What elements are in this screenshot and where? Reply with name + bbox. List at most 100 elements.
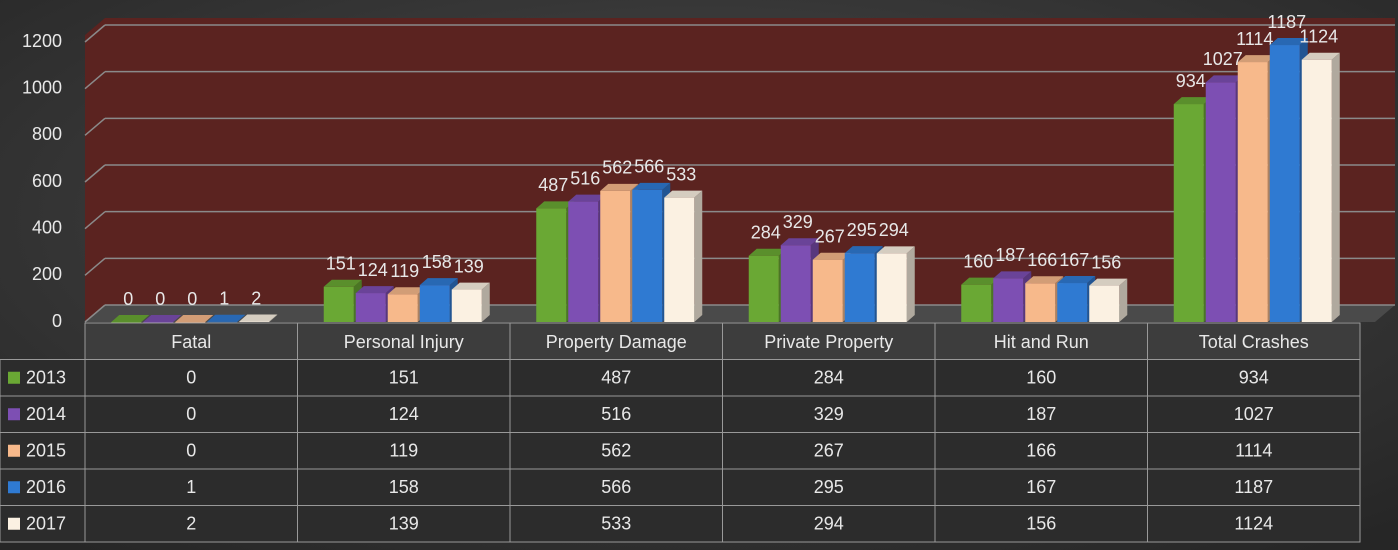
y-tick-label: 1000 [22, 77, 62, 97]
bar [207, 321, 238, 323]
table-value: 284 [814, 368, 844, 388]
back-wall [85, 18, 1395, 322]
bar-top [207, 314, 246, 322]
y-tick-label: 600 [32, 171, 62, 191]
data-label: 566 [634, 157, 664, 177]
grid-line-side [84, 117, 106, 136]
table-value: 0 [186, 441, 196, 461]
bar-side [1331, 52, 1340, 322]
bar-side [237, 314, 246, 322]
bar-top [1301, 52, 1340, 60]
data-label: 267 [815, 226, 845, 246]
data-label: 119 [390, 261, 419, 281]
bar [844, 253, 875, 322]
bar [175, 322, 206, 323]
table-value: 562 [601, 441, 631, 461]
bar-side [906, 246, 915, 322]
data-label: 284 [751, 222, 781, 242]
bar-top [419, 278, 458, 286]
table-value: 151 [389, 368, 419, 388]
bar-top [323, 279, 362, 287]
table-row [0, 505, 1361, 543]
table-value: 139 [389, 514, 419, 534]
legend-swatch [8, 444, 20, 457]
bar [1301, 59, 1332, 322]
data-label: 487 [538, 175, 568, 195]
legend-swatch [8, 481, 20, 494]
data-label: 295 [847, 220, 877, 240]
data-label: 294 [879, 220, 909, 240]
data-label: 1027 [1203, 49, 1243, 69]
table-value: 566 [601, 477, 631, 497]
bar [748, 255, 779, 322]
bar [1173, 104, 1204, 322]
table-value: 0 [186, 404, 196, 424]
table-value: 1 [186, 477, 196, 497]
bar [961, 284, 992, 322]
table-value: 329 [814, 404, 844, 424]
data-label: 151 [326, 254, 356, 274]
data-label: 167 [1059, 250, 1089, 270]
table-value: 156 [1026, 514, 1056, 534]
legend-label: 2017 [26, 514, 66, 534]
bar-top [632, 182, 671, 190]
bar [600, 190, 631, 322]
legend-swatch [8, 408, 20, 421]
bar [451, 289, 482, 322]
bar [780, 245, 811, 322]
grid-line-side [84, 257, 106, 276]
table-cell [1147, 505, 1361, 543]
legend-label: 2013 [26, 368, 66, 388]
table-value: 1027 [1234, 404, 1274, 424]
bar-top [175, 315, 214, 322]
bar [568, 201, 599, 322]
bar-top [600, 183, 639, 191]
table-value: 487 [601, 368, 631, 388]
table-value: 124 [389, 404, 419, 424]
table-value: 1187 [1234, 477, 1273, 497]
table-value: 533 [601, 514, 631, 534]
table-column-header: Total Crashes [1199, 332, 1309, 352]
data-label: 329 [783, 212, 813, 232]
bar-top [1173, 97, 1212, 105]
bar-top [451, 282, 490, 290]
table-value: 166 [1026, 441, 1056, 461]
y-tick-label: 1200 [22, 31, 62, 51]
bar [1237, 62, 1268, 323]
bar-top [1237, 55, 1276, 63]
bar [632, 189, 663, 322]
bar-side [269, 314, 278, 322]
legend-swatch [8, 517, 20, 530]
grid-line-side [84, 211, 106, 230]
table-column-header: Fatal [171, 332, 211, 352]
bar-top [111, 315, 150, 322]
data-label: 187 [995, 245, 1025, 265]
data-label: 562 [602, 158, 632, 178]
table-value: 119 [389, 441, 418, 461]
data-label: 2 [251, 288, 261, 308]
data-label: 1187 [1267, 12, 1306, 32]
bar [1089, 285, 1120, 322]
y-tick-label: 0 [52, 311, 62, 331]
data-label: 158 [422, 252, 452, 272]
bar-top [387, 287, 426, 295]
data-label: 0 [187, 289, 197, 309]
bar [323, 286, 354, 322]
legend-label: 2014 [26, 404, 66, 424]
table-row [0, 468, 1361, 506]
bar-top [536, 201, 575, 209]
table-value: 934 [1239, 368, 1269, 388]
table-value: 158 [389, 477, 419, 497]
bar [993, 278, 1024, 322]
legend-swatch [8, 371, 20, 384]
table-value: 516 [601, 404, 631, 424]
y-tick-label: 800 [32, 124, 62, 144]
y-tick-label: 400 [32, 217, 62, 237]
table-value: 0 [186, 368, 196, 388]
table-value: 267 [814, 441, 844, 461]
bar-top [239, 314, 278, 322]
bar [1025, 283, 1056, 322]
bar [355, 293, 386, 322]
bar-side [1119, 278, 1128, 322]
